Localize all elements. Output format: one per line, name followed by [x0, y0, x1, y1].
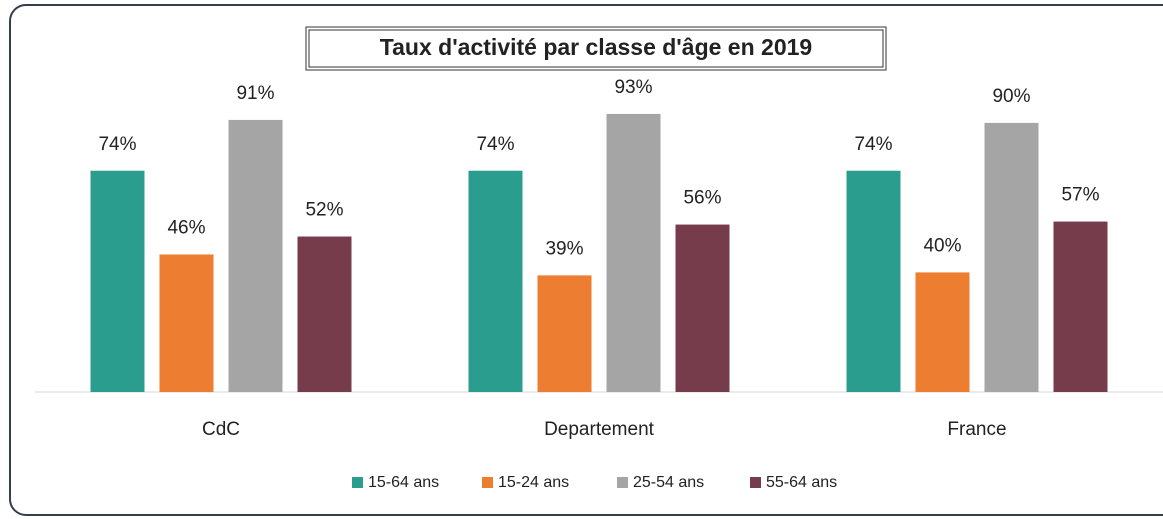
legend-swatch	[750, 477, 761, 488]
bar	[90, 170, 145, 392]
bar	[984, 122, 1039, 393]
data-label: 91%	[236, 83, 274, 104]
chart-title: Taux d'activité par classe d'âge en 2019	[380, 34, 812, 60]
bar	[915, 272, 970, 392]
x-tick-label: France	[947, 419, 1006, 440]
data-label: 74%	[854, 134, 892, 155]
title-box-inner	[308, 29, 884, 68]
legend-swatch	[482, 477, 493, 488]
legend-label: 55-64 ans	[766, 474, 837, 491]
data-label: 74%	[476, 134, 514, 155]
data-label: 90%	[992, 86, 1030, 107]
data-label: 56%	[683, 188, 721, 209]
title-box	[305, 26, 887, 71]
data-label: 57%	[1061, 185, 1099, 206]
legend-label: 25-54 ans	[633, 474, 704, 491]
x-tick-label: Departement	[544, 419, 655, 440]
data-label: 46%	[167, 217, 205, 238]
bar	[537, 275, 592, 392]
x-tick-label: CdC	[202, 419, 240, 440]
data-label: 74%	[98, 134, 136, 155]
bar	[606, 113, 661, 393]
bar	[846, 170, 901, 392]
bar	[675, 224, 730, 392]
data-label: 52%	[305, 200, 343, 221]
legend-label: 15-64 ans	[368, 474, 439, 491]
bar	[228, 119, 283, 392]
legend-swatch	[617, 477, 628, 488]
data-label: 39%	[545, 238, 583, 259]
bar	[1053, 221, 1108, 392]
legend-swatch	[352, 477, 363, 488]
legend-label: 15-24 ans	[498, 474, 569, 491]
bar	[468, 170, 523, 392]
data-label: 93%	[614, 77, 652, 98]
bar	[159, 254, 214, 392]
bar	[297, 236, 352, 392]
data-label: 40%	[923, 235, 961, 256]
